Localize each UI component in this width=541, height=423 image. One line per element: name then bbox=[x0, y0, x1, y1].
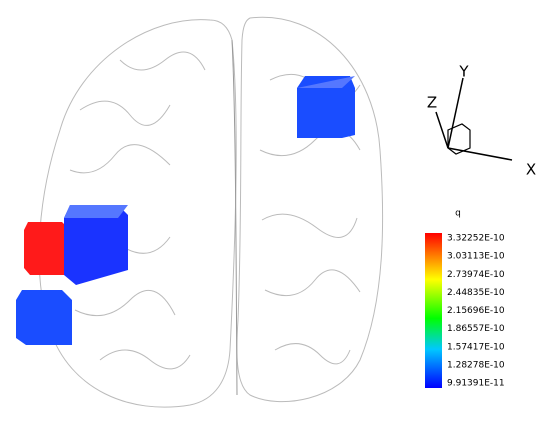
legend-label: 1.57417E-10 bbox=[447, 342, 505, 352]
legend-label: 3.03113E-10 bbox=[447, 252, 505, 262]
axis-label-y: Y bbox=[458, 63, 469, 81]
visualization: Y Z X q 3.32252E-10 3.03113E-10 2.73974E-1… bbox=[0, 0, 541, 423]
cubes bbox=[16, 76, 355, 345]
axis-triad bbox=[436, 78, 512, 160]
color-bar bbox=[425, 233, 442, 388]
legend-label: 3.32252E-10 bbox=[447, 234, 505, 244]
legend-label: 1.86557E-10 bbox=[447, 324, 505, 334]
legend-labels: 3.32252E-10 3.03113E-10 2.73974E-10 2.44835… bbox=[447, 234, 505, 389]
axis-label-z: Z bbox=[427, 94, 437, 112]
legend-label: 9.91391E-11 bbox=[447, 379, 505, 389]
legend-title: q bbox=[455, 209, 461, 219]
axis-label-x: X bbox=[526, 161, 536, 179]
legend-label: 1.28278E-10 bbox=[447, 360, 505, 370]
legend-label: 2.15696E-10 bbox=[447, 306, 505, 316]
legend-label: 2.44835E-10 bbox=[447, 288, 505, 298]
legend-label: 2.73974E-10 bbox=[447, 270, 505, 280]
